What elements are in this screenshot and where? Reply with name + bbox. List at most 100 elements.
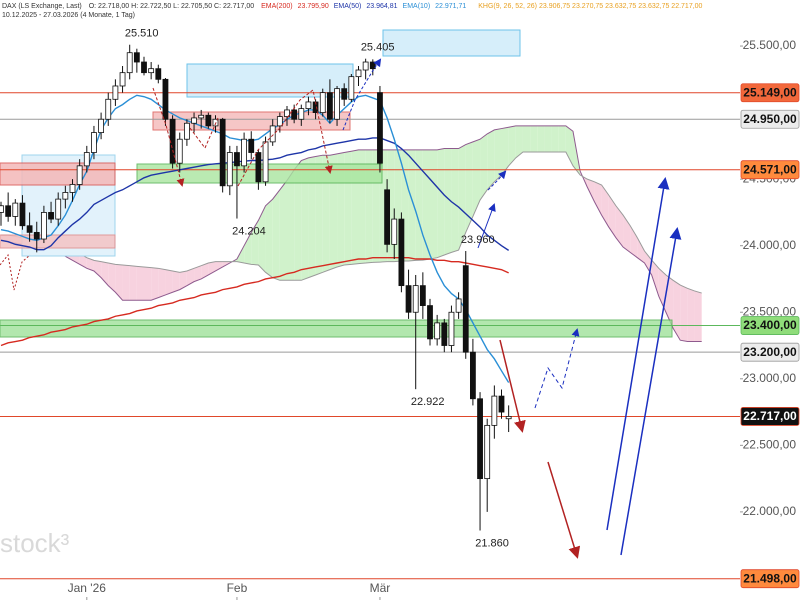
candle-body <box>248 138 255 153</box>
cloud-segment <box>623 215 631 253</box>
cloud-segment <box>215 261 223 271</box>
candle-body <box>119 72 126 87</box>
candle-body <box>269 125 276 143</box>
cloud-segment <box>480 133 488 201</box>
zone <box>0 319 673 338</box>
candle-body <box>326 92 333 120</box>
candle-body <box>5 205 12 217</box>
candle-body <box>83 152 90 167</box>
cloud-segment <box>194 265 202 282</box>
indicator-label: KHG(9, 26, 52, 26) 23.906,75 23.270,75 2… <box>478 3 703 10</box>
indicator-line <box>0 137 510 251</box>
price-annotation: 25.405 <box>361 42 395 54</box>
price-annotation: 22.922 <box>411 396 445 408</box>
cloud-segment <box>487 129 495 190</box>
cloud-segment <box>537 125 545 152</box>
cloud-segment <box>129 265 137 301</box>
candle-body <box>469 351 476 400</box>
candle-body <box>183 122 190 140</box>
series-labels: EMA(200) 23.795,90 EMA(50) 23.964,81 EMA(10)… <box>261 3 471 10</box>
y-tick-label: 22.500,00 <box>743 438 797 452</box>
cloud-segment <box>151 267 159 301</box>
zone <box>382 29 521 57</box>
level-label: 22.717,00 <box>743 409 797 423</box>
candle-body <box>241 138 248 167</box>
candle-body <box>26 225 33 233</box>
cloud-segment <box>294 160 302 281</box>
cloud-segment <box>451 148 459 253</box>
cloud-segment <box>465 141 473 233</box>
candle-body <box>455 298 462 313</box>
zone <box>0 234 116 249</box>
cloud-segment <box>444 148 452 256</box>
cloud-segment <box>673 280 681 341</box>
cloud-segment <box>301 157 309 281</box>
candle-body <box>105 98 112 120</box>
y-tick-label: 24.000,00 <box>743 238 797 252</box>
cloud-segment <box>630 225 638 258</box>
level-label: 24.950,00 <box>743 112 797 126</box>
cloud-segment <box>272 189 280 281</box>
cloud-segment <box>687 288 695 342</box>
candle-body <box>441 322 448 346</box>
header-line: DAX (LS Exchange, Last) O: 22.718,00 H: … <box>2 2 707 11</box>
drawing <box>547 461 581 559</box>
y-tick-label: 25.500,00 <box>743 38 797 52</box>
series-last: 23.795,90 <box>297 3 329 10</box>
candle-body <box>176 138 183 164</box>
cloud-segment <box>522 125 531 152</box>
candle-body <box>19 202 26 227</box>
price-annotation: 21.860 <box>475 537 509 549</box>
drawing <box>487 170 507 191</box>
candle-body <box>191 117 197 124</box>
cloud-segment <box>244 232 252 265</box>
drawing <box>606 177 670 531</box>
header: DAX (LS Exchange, Last) O: 22.718,00 H: … <box>2 2 707 20</box>
candle-body <box>412 285 419 313</box>
symbol: DAX (LS Exchange, Last) <box>2 3 82 10</box>
cloud-segment <box>565 125 573 166</box>
cloud-segment <box>458 144 466 251</box>
date-range: 10.12.2025 - 27.03.2026 (4 Monate, 1 Tag… <box>2 12 135 19</box>
cloud-segment <box>186 268 195 286</box>
zone <box>0 162 116 186</box>
candle-body <box>434 322 441 340</box>
level-label: 24.571,00 <box>743 162 797 176</box>
cloud-segment <box>494 128 502 182</box>
candles <box>0 44 512 531</box>
candle-body <box>0 205 4 213</box>
series-name: EMA(50) <box>333 3 362 10</box>
level-box <box>740 407 800 426</box>
cloud-segment <box>158 268 166 298</box>
cloud-segment <box>665 274 674 329</box>
cloud-segment <box>508 125 516 166</box>
cloud-segment <box>279 180 287 281</box>
candle-body <box>205 114 212 127</box>
level-box <box>740 109 800 129</box>
cloud-segment <box>558 125 566 152</box>
candle-body <box>255 152 262 183</box>
candle-body <box>362 61 369 71</box>
level-label: 23.400,00 <box>743 318 797 332</box>
cloud-segment <box>408 149 416 262</box>
candle-body <box>162 78 169 120</box>
cloud-segment <box>79 253 87 269</box>
cloud-segment <box>179 270 187 290</box>
candle-body <box>262 141 269 183</box>
cloud-segment <box>530 125 538 152</box>
candle-body <box>226 152 233 187</box>
drawing <box>0 253 31 291</box>
cloud-segment <box>472 139 481 217</box>
candle-body <box>484 424 491 480</box>
candle-body <box>348 76 355 100</box>
cloud-segment <box>651 260 659 297</box>
candle-body <box>377 92 383 164</box>
candle-body <box>391 218 398 245</box>
y-tick-label: 22.000,00 <box>743 504 797 518</box>
cloud-segment <box>101 261 109 286</box>
drawing <box>477 203 496 249</box>
candle-body <box>141 61 147 74</box>
cloud-segment <box>115 264 123 301</box>
